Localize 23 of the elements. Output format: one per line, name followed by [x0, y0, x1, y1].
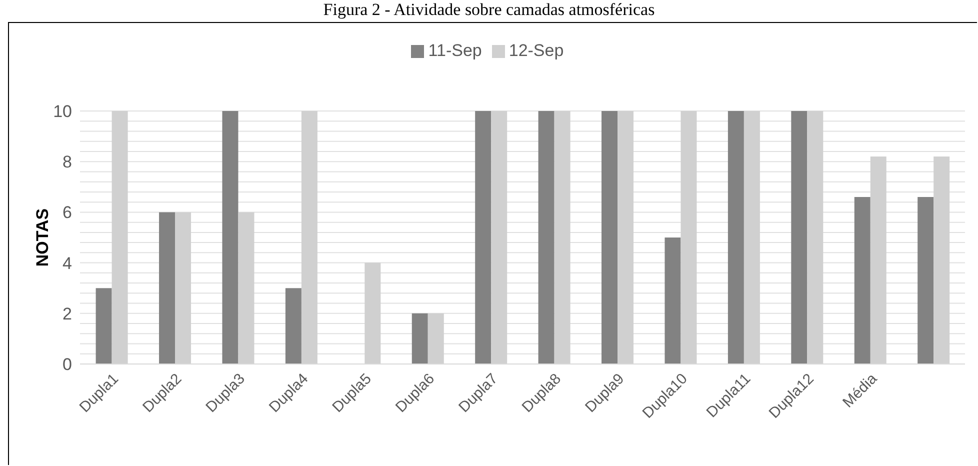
bar — [159, 212, 176, 364]
y-tick-label: 2 — [62, 304, 72, 324]
bar — [602, 111, 618, 364]
y-axis-title: NOTAS — [33, 208, 52, 267]
bar — [854, 197, 870, 364]
bar — [412, 313, 428, 364]
y-tick-label: 0 — [62, 355, 72, 374]
legend-label: 11-Sep — [428, 41, 482, 60]
bar — [918, 197, 934, 364]
bar — [96, 288, 112, 364]
bar — [664, 238, 681, 364]
legend-label: 12-Sep — [508, 41, 564, 60]
y-tick-label: 8 — [62, 152, 72, 172]
bar — [538, 111, 554, 364]
bar — [222, 111, 238, 364]
bar — [285, 288, 302, 364]
y-tick-label: 4 — [62, 254, 72, 273]
bar — [728, 111, 744, 364]
y-tick-label: 10 — [53, 102, 72, 122]
bar — [791, 111, 808, 364]
y-tick-label: 6 — [62, 203, 72, 222]
bar — [475, 111, 492, 364]
chart-title: Figura 2 - Atividade sobre camadas atmosféricas — [322, 0, 656, 20]
